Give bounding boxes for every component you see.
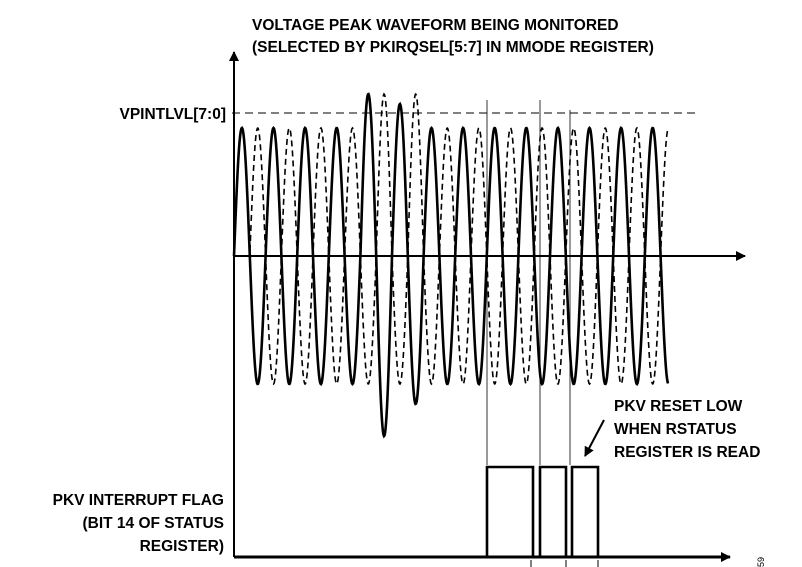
flag-label-line1: PKV INTERRUPT FLAG xyxy=(53,492,224,509)
reset-note-line3: REGISTER IS READ xyxy=(614,444,760,461)
reset-note-line1: PKV RESET LOW xyxy=(614,398,743,415)
figure-number: 59 xyxy=(756,557,766,567)
monitored-waveform xyxy=(232,92,670,439)
diagram-title-line2: (SELECTED BY PKIRQSEL[5:7] IN MMODE REGI… xyxy=(252,39,654,56)
flag-pulses xyxy=(485,465,600,557)
flag-label-line2: (BIT 14 OF STATUS xyxy=(82,515,224,532)
reset-note-line2: WHEN RSTATUS xyxy=(614,421,737,438)
diagram-title-line1: VOLTAGE PEAK WAVEFORM BEING MONITORED xyxy=(252,17,619,34)
reset-note-arrow xyxy=(584,419,605,457)
threshold-label: VPINTLVL[7:0] xyxy=(120,106,227,123)
flag-label-line3: REGISTER) xyxy=(140,538,224,555)
